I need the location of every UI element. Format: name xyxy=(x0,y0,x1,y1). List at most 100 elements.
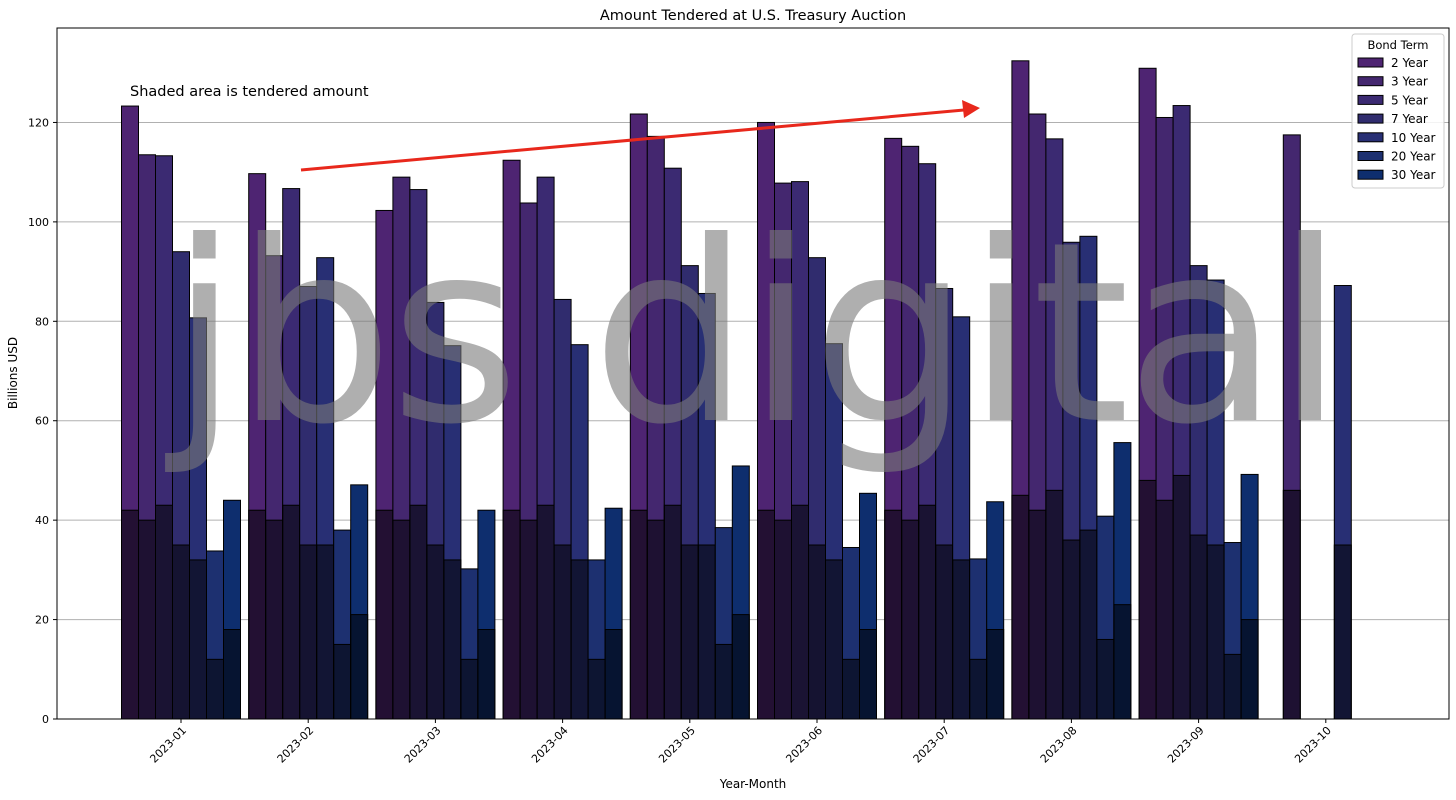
bar-group xyxy=(969,558,988,720)
bar-shaded xyxy=(138,519,156,720)
bar-group xyxy=(333,529,352,720)
bar-shaded xyxy=(884,509,903,720)
bar-shaded xyxy=(825,559,843,720)
bar-shaded xyxy=(1189,534,1208,720)
bar-shaded xyxy=(774,519,792,720)
bar-group xyxy=(825,343,843,720)
y-tick-label: 0 xyxy=(42,713,49,726)
bar-group xyxy=(519,202,538,720)
bar-shaded xyxy=(791,504,809,720)
legend-label: 2 Year xyxy=(1391,56,1428,70)
bar-shaded xyxy=(223,629,241,720)
bar-group xyxy=(248,173,267,720)
x-tick-label: 2023-07 xyxy=(911,724,953,766)
bar-shaded xyxy=(969,658,988,720)
bar-group xyxy=(952,316,971,720)
y-tick-label: 40 xyxy=(35,514,49,527)
y-tick-label: 120 xyxy=(28,116,49,129)
bar-shaded xyxy=(570,559,589,720)
bar-shaded xyxy=(1333,544,1352,720)
chart-title: Amount Tendered at U.S. Treasury Auction xyxy=(600,8,906,24)
annotation-text: Shaded area is tendered amount xyxy=(130,84,369,100)
x-tick-label: 2023-08 xyxy=(1038,724,1080,766)
x-tick-label: 2023-03 xyxy=(402,724,444,766)
bar-shaded xyxy=(206,658,224,720)
bar-group xyxy=(774,182,792,720)
bar-shaded xyxy=(714,643,733,720)
bar-shaded xyxy=(1062,539,1081,720)
bar-shaded xyxy=(1282,489,1301,720)
bar-shaded xyxy=(155,504,173,720)
bar-group xyxy=(1079,235,1098,720)
bar-group xyxy=(1113,442,1132,720)
bar-shaded xyxy=(282,504,301,720)
bar-shaded xyxy=(350,614,369,720)
bar-group xyxy=(316,257,335,720)
bar-shaded xyxy=(460,658,479,720)
bar-shaded xyxy=(519,519,538,720)
bar-group xyxy=(1282,134,1301,720)
x-axis-label: Year-Month xyxy=(719,777,787,791)
bar-group xyxy=(392,176,411,720)
y-axis-label: Billions USD xyxy=(6,337,20,409)
bar-group xyxy=(460,568,479,720)
bar-shaded xyxy=(392,519,411,720)
bar-shaded xyxy=(697,544,716,720)
bar-group xyxy=(409,189,428,720)
bar-group xyxy=(587,559,606,720)
bar-shaded xyxy=(189,559,207,720)
bar-shaded xyxy=(1045,489,1064,720)
legend-label: 30 Year xyxy=(1391,168,1436,182)
legend-swatch xyxy=(1357,132,1384,143)
bar-shaded xyxy=(553,544,572,720)
bar-shaded xyxy=(502,509,521,720)
legend-label: 3 Year xyxy=(1391,75,1428,89)
bar-group xyxy=(714,527,733,720)
bar-group xyxy=(646,135,665,720)
bar-shaded xyxy=(587,658,606,720)
bar-shaded xyxy=(935,544,954,720)
bar-group xyxy=(265,255,284,720)
bar-shaded xyxy=(375,509,394,720)
trend-arrow xyxy=(300,100,980,172)
bar-shaded xyxy=(1223,653,1242,720)
bar-group xyxy=(604,507,623,720)
bar-shaded xyxy=(1011,494,1030,720)
bar-group xyxy=(1011,60,1030,720)
y-tick-label: 60 xyxy=(35,415,49,428)
bar-shaded xyxy=(1113,604,1132,720)
x-tick-label: 2023-06 xyxy=(783,724,825,766)
y-tick-label: 80 xyxy=(35,315,49,328)
bar-shaded xyxy=(986,629,1005,720)
bar-shaded xyxy=(316,544,335,720)
x-tick-label: 2023-10 xyxy=(1292,724,1334,766)
bar-shaded xyxy=(646,519,665,720)
bar-shaded xyxy=(1096,638,1115,720)
x-tick-label: 2023-04 xyxy=(529,724,571,766)
legend-label: 10 Year xyxy=(1391,131,1436,145)
bar-group xyxy=(731,465,750,720)
legend-swatch xyxy=(1357,76,1384,87)
legend-swatch xyxy=(1357,113,1384,124)
x-axis-ticks: 2023-01 2023-02 2023-03 2023-04 2023-05 2023-… xyxy=(147,719,1334,766)
bar-group xyxy=(901,145,920,720)
bar-shaded xyxy=(248,509,267,720)
bar-shaded xyxy=(1240,619,1259,720)
legend-swatch xyxy=(1357,57,1384,68)
bar-group xyxy=(842,546,860,720)
legend-title: Bond Term xyxy=(1367,38,1428,52)
bar-shaded xyxy=(680,544,699,720)
bar-shaded xyxy=(172,544,190,720)
bar-group xyxy=(138,154,156,720)
bar-shaded xyxy=(477,629,496,720)
y-axis-ticks: 0 20 40 60 80 100 120 xyxy=(28,116,57,726)
bar-shaded xyxy=(1206,544,1225,720)
bar-group xyxy=(808,257,826,720)
bar-shaded xyxy=(629,509,648,720)
legend-label: 7 Year xyxy=(1391,112,1428,126)
bar-shaded xyxy=(859,629,877,720)
bar-group xyxy=(1096,515,1115,720)
legend-swatch xyxy=(1357,94,1384,105)
bar-group xyxy=(299,286,318,720)
bar-group xyxy=(1223,542,1242,720)
